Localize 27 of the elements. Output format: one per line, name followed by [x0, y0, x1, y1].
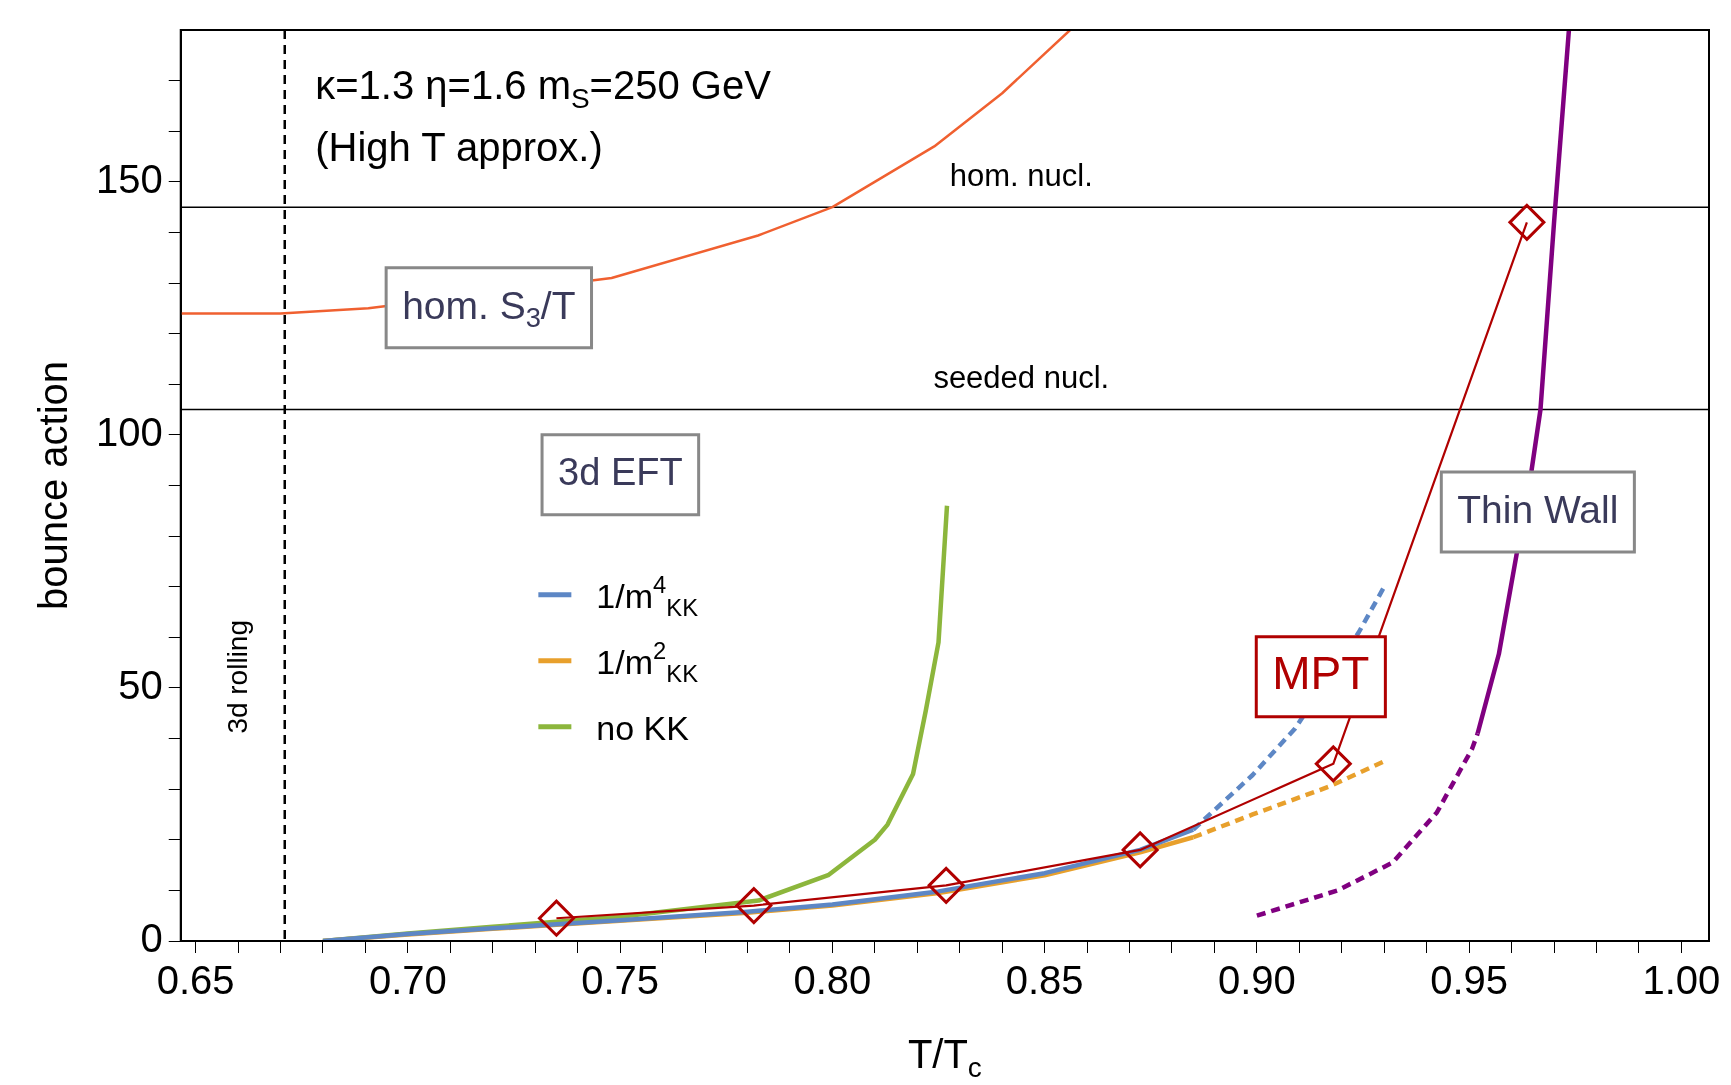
annotation: Thin Wall — [1457, 487, 1619, 531]
ref-line-label: seeded nucl. — [933, 360, 1110, 396]
x-tick-label: 0.70 — [368, 958, 447, 1003]
point — [1121, 831, 1159, 869]
y-axis-title: bounce action — [31, 360, 76, 611]
x-tick-label: 0.85 — [1005, 958, 1084, 1003]
legend-label: no KK — [596, 709, 690, 748]
ref-line-label: hom. nucl. — [949, 157, 1093, 193]
point — [1508, 203, 1546, 241]
legend-title: 3d EFT — [558, 451, 683, 494]
ref-line-label: 3d rolling — [222, 619, 254, 734]
point — [1314, 745, 1352, 783]
y-tick-label: 50 — [118, 662, 163, 707]
point — [537, 899, 575, 937]
x-tick-label: 0.75 — [581, 958, 660, 1003]
annotation: (High T approx.) — [315, 125, 603, 170]
x-tick-label: 0.95 — [1430, 958, 1509, 1003]
y-tick-label: 150 — [95, 156, 163, 201]
x-tick-label: 1.00 — [1642, 958, 1721, 1003]
y-tick-label: 100 — [95, 409, 163, 454]
point — [735, 887, 773, 925]
point — [927, 866, 965, 904]
y-tick-label: 0 — [140, 916, 163, 961]
x-tick-label: 0.90 — [1217, 958, 1296, 1003]
x-tick-label: 0.65 — [156, 958, 235, 1003]
x-tick-label: 0.80 — [793, 958, 872, 1003]
annotation: MPT — [1272, 647, 1370, 700]
